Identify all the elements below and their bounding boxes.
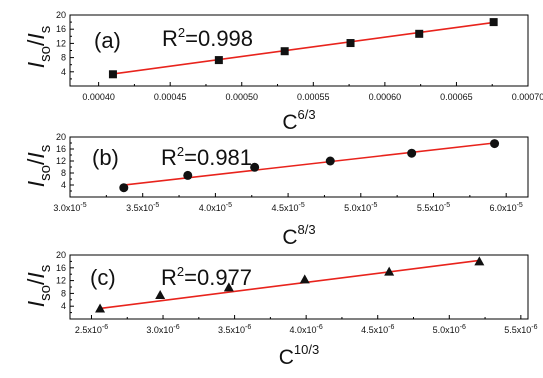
x-tick-exponent: -6 (531, 324, 537, 331)
data-point-circle (490, 139, 500, 149)
y-tick-label: 20 (56, 250, 66, 260)
x-tick-label: 0.00070 (512, 92, 543, 102)
data-point-circle (183, 170, 193, 180)
data-point-circle (407, 148, 417, 158)
x-tick-label: 3.5x10-6 (218, 324, 251, 335)
data-point-triangle (223, 282, 234, 292)
y-tick-label: 4 (61, 67, 66, 77)
data-point-circle (119, 183, 129, 193)
y-tick-label: 8 (61, 168, 66, 178)
x-tick-exponent: -5 (371, 202, 377, 209)
x-tick-exponent: -6 (173, 324, 179, 331)
y-tick-label: 4 (61, 180, 66, 190)
y-tick-label: 12 (56, 156, 66, 166)
plot-frame (69, 136, 529, 198)
y-axis-label: Iso/Is (23, 265, 54, 308)
data-point-square (280, 47, 289, 56)
y-tick-label: 16 (56, 263, 66, 273)
panel-label: (b) (92, 145, 119, 170)
fit-line (99, 259, 480, 310)
x-tick-exponent: -5 (298, 202, 304, 209)
x-tick-label: 0.00045 (154, 92, 187, 102)
y-axis-label: Iso/Is (23, 26, 54, 69)
x-tick-exponent: -6 (245, 324, 251, 331)
x-tick-label: 4.5x10-6 (361, 324, 394, 335)
y-tick-label: 4 (61, 301, 66, 311)
y-tick-label: 12 (56, 38, 66, 48)
panel-b: 4 8 12 16 20 3.0x10-5 3.5x10-5 4.0x10-5 4.5x10-5… (23, 132, 529, 249)
x-tick-exponent: -5 (444, 202, 450, 209)
y-tick-label: 8 (61, 288, 66, 298)
fit-line (112, 21, 494, 75)
x-tick-label: 0.00050 (225, 92, 258, 102)
data-point-square (489, 18, 498, 27)
data-point-square (415, 29, 424, 38)
y-tick-label: 8 (61, 53, 66, 63)
r-squared-label: R2=0.981 (161, 144, 252, 170)
x-tick-exponent: -5 (153, 202, 159, 209)
x-tick-label: 0.00060 (369, 92, 402, 102)
x-tick-label: 3.0x10-5 (53, 202, 86, 213)
data-point-square (214, 56, 223, 65)
y-tick-label: 16 (56, 24, 66, 34)
x-tick-exponent: -6 (460, 324, 466, 331)
x-tick-exponent: -6 (317, 324, 323, 331)
x-axis-label: C10/3 (279, 342, 319, 369)
x-tick-label: 4.5x10-5 (271, 202, 304, 213)
data-point-triangle (155, 290, 166, 299)
x-tick-label: 4.0x10-5 (199, 202, 232, 213)
x-tick-label: 3.5x10-5 (126, 202, 159, 213)
y-tick-label: 16 (56, 144, 66, 154)
x-tick-label: 5.5x10-6 (504, 324, 537, 335)
x-tick-label: 5.5x10-5 (417, 202, 450, 213)
y-tick-label: 12 (56, 276, 66, 286)
data-point-triangle (95, 303, 106, 313)
data-point-triangle (299, 274, 310, 284)
x-tick-label: 0.00065 (440, 92, 473, 102)
r-squared-label: R2=0.977 (161, 264, 252, 290)
y-tick-label: 20 (56, 132, 66, 142)
plot-frame (69, 254, 529, 320)
x-tick-label: 4.0x10-6 (290, 324, 323, 335)
x-axis-label: C8/3 (282, 222, 315, 249)
x-tick-exponent: -6 (388, 324, 394, 331)
data-point-triangle (384, 266, 395, 276)
x-tick-exponent: -5 (80, 202, 86, 209)
plot-frame (69, 14, 529, 87)
x-tick-exponent: -5 (226, 202, 232, 209)
y-axis-label: Iso/Is (23, 145, 54, 188)
data-point-triangle (474, 256, 485, 266)
panel-c: 4 8 12 16 20 2.5x10-6 3.0x10-6 3.5x10-6 4.0x10-6… (23, 250, 538, 369)
r-squared-label: R2=0.998 (162, 25, 253, 51)
x-tick-exponent: -6 (102, 324, 108, 331)
x-tick-label: 3.0x10-6 (146, 324, 179, 335)
panel-label: (c) (90, 265, 116, 290)
x-axis-label: C6/3 (282, 107, 315, 134)
data-point-square (346, 39, 355, 48)
x-tick-exponent: -5 (517, 202, 523, 209)
x-tick-label: 6.0x10-5 (490, 202, 523, 213)
panel-a: 4 8 12 16 20 0.00040 0.00045 0.00050 0.00055 0.00… (23, 10, 543, 134)
data-point-circle (250, 162, 260, 172)
panel-label: (a) (94, 28, 121, 53)
x-tick-label: 2.5x10-6 (75, 324, 108, 335)
x-tick-label: 5.0x10-5 (344, 202, 377, 213)
data-point-circle (325, 156, 335, 166)
x-tick-label: 0.00055 (297, 92, 330, 102)
x-tick-label: 5.0x10-6 (433, 324, 466, 335)
x-tick-label: 0.00040 (82, 92, 115, 102)
y-tick-label: 20 (56, 10, 66, 20)
data-point-square (108, 70, 117, 79)
